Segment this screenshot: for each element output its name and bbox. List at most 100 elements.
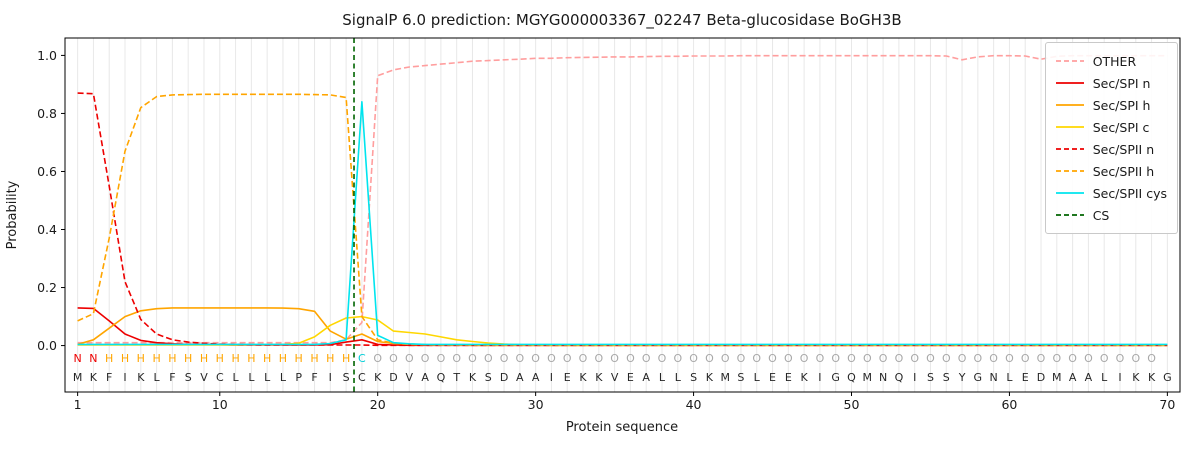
legend-label: Sec/SPI c bbox=[1092, 119, 1150, 135]
sequence-letter: V bbox=[406, 371, 414, 384]
sequence-letter: Q bbox=[895, 371, 904, 384]
annotation-letter: H bbox=[279, 352, 287, 365]
curve-sec-spii-cys bbox=[77, 101, 1168, 346]
annotation-letter: O bbox=[547, 352, 556, 365]
gridlines bbox=[77, 38, 1168, 392]
annotation-letter: H bbox=[231, 352, 239, 365]
sequence-letter: K bbox=[374, 371, 382, 384]
annotation-letter: H bbox=[184, 352, 192, 365]
sequence-letter: F bbox=[311, 371, 317, 384]
sequence-letter: K bbox=[595, 371, 603, 384]
annotation-letter: O bbox=[1037, 352, 1046, 365]
sequence-letter: K bbox=[706, 371, 714, 384]
annotation-letter: O bbox=[405, 352, 414, 365]
annotation-letter: O bbox=[973, 352, 982, 365]
sequence-letter: F bbox=[169, 371, 175, 384]
annotation-letter: O bbox=[816, 352, 825, 365]
annotation-letter: O bbox=[389, 352, 398, 365]
annotation-letter: O bbox=[1131, 352, 1140, 365]
x-tick-label: 30 bbox=[528, 397, 544, 412]
sequence-letter: L bbox=[675, 371, 682, 384]
sequence-letter: L bbox=[154, 371, 161, 384]
sequence-letter: L bbox=[264, 371, 271, 384]
annotation-letter: O bbox=[594, 352, 603, 365]
sequence-letter: E bbox=[769, 371, 776, 384]
sequence-letter: C bbox=[358, 371, 366, 384]
annotation-letter: O bbox=[421, 352, 430, 365]
annotation-letter: H bbox=[152, 352, 160, 365]
sequence-letter: M bbox=[863, 371, 873, 384]
sequence-letter: Q bbox=[437, 371, 446, 384]
annotation-letter: O bbox=[989, 352, 998, 365]
annotation-letter: O bbox=[942, 352, 951, 365]
sequence-letter: I bbox=[1118, 371, 1121, 384]
sequence-letter: Y bbox=[958, 371, 966, 384]
y-tick-label: 0.4 bbox=[37, 222, 57, 237]
legend-label: Sec/SPII n bbox=[1092, 141, 1155, 157]
plot-title: SignalP 6.0 prediction: MGYG000003367_02… bbox=[342, 11, 901, 30]
annotation-letter: O bbox=[926, 352, 935, 365]
annotation-letter: H bbox=[121, 352, 129, 365]
sequence-letter: G bbox=[831, 371, 840, 384]
sequence-letter: C bbox=[216, 371, 224, 384]
annotation-letter: O bbox=[831, 352, 840, 365]
sequence-letter: K bbox=[800, 371, 808, 384]
sequence-letter: K bbox=[137, 371, 145, 384]
curve-sec-spi-n bbox=[77, 307, 1168, 347]
sequence-letter: G bbox=[974, 371, 983, 384]
annotation-letter: H bbox=[137, 352, 145, 365]
sequence-letter: I bbox=[818, 371, 821, 384]
annotation-letter: O bbox=[610, 352, 619, 365]
legend-label: Sec/SPI n bbox=[1092, 75, 1151, 91]
sequence-letter: G bbox=[1163, 371, 1172, 384]
legend-line-sample bbox=[1055, 148, 1084, 150]
annotation-letter: O bbox=[910, 352, 919, 365]
x-tick-label: 70 bbox=[1159, 397, 1175, 412]
legend-entry: Sec/SPII cys bbox=[1055, 182, 1167, 204]
annotation-letter: O bbox=[1116, 352, 1125, 365]
x-tick-label: 60 bbox=[1001, 397, 1017, 412]
legend-line-sample bbox=[1055, 60, 1084, 62]
annotation-letter: O bbox=[579, 352, 588, 365]
annotation-letter: O bbox=[752, 352, 761, 365]
annotation-letter: O bbox=[863, 352, 872, 365]
x-axis-label: Protein sequence bbox=[566, 420, 678, 435]
sequence-letter: V bbox=[200, 371, 208, 384]
y-tick-label: 1.0 bbox=[37, 48, 57, 63]
legend-line-sample bbox=[1055, 192, 1084, 194]
legend-entry: Sec/SPII n bbox=[1055, 138, 1167, 160]
sequence-letter: E bbox=[627, 371, 634, 384]
sequence-letter: K bbox=[1148, 371, 1156, 384]
annotation-letter: O bbox=[1052, 352, 1061, 365]
sequence-letter: S bbox=[927, 371, 934, 384]
sequence-letter: N bbox=[989, 371, 997, 384]
sequence-letter: L bbox=[248, 371, 255, 384]
sequence-letter: D bbox=[500, 371, 508, 384]
x-tick-label: 1 bbox=[74, 397, 82, 412]
annotation-letter: H bbox=[342, 352, 350, 365]
sequence-letter: L bbox=[233, 371, 240, 384]
sequence-letter: K bbox=[469, 371, 477, 384]
sequence-letter: L bbox=[659, 371, 666, 384]
annotation-letter: O bbox=[1147, 352, 1156, 365]
legend-entry: Sec/SPI c bbox=[1055, 116, 1167, 138]
annotation-letter: H bbox=[247, 352, 255, 365]
sequence-letter: S bbox=[343, 371, 350, 384]
sequence-letter: A bbox=[1085, 371, 1093, 384]
curve-sec-spi-c bbox=[77, 315, 1168, 347]
legend-entry: OTHER bbox=[1055, 50, 1167, 72]
sequence-letter: M bbox=[73, 371, 83, 384]
sequence-letter: E bbox=[1022, 371, 1029, 384]
sequence-letter: S bbox=[737, 371, 744, 384]
annotation-letter: H bbox=[216, 352, 224, 365]
sequence-letter: L bbox=[1006, 371, 1013, 384]
annotation-letter: H bbox=[105, 352, 113, 365]
annotation-letter: O bbox=[721, 352, 730, 365]
y-tick-label: 0.8 bbox=[37, 106, 57, 121]
y-tick-label: 0.2 bbox=[37, 280, 57, 295]
sequence-letter: A bbox=[421, 371, 429, 384]
curve-other bbox=[77, 54, 1168, 344]
